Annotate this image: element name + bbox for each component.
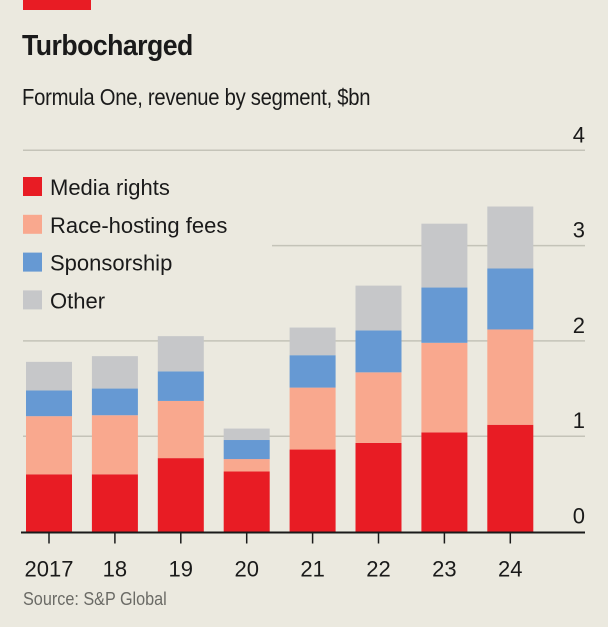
bars <box>26 206 534 532</box>
bar-segment <box>487 206 534 269</box>
x-tick-label: 23 <box>432 557 456 582</box>
bar-segment <box>157 400 204 459</box>
x-tick-label: 20 <box>234 557 258 582</box>
x-tick-label: 2017 <box>25 557 74 582</box>
legend-swatch <box>23 177 42 196</box>
bar-segment <box>157 336 204 372</box>
bar-stack <box>355 285 402 532</box>
bar-segment <box>223 428 270 441</box>
legend-item: Other <box>23 288 105 313</box>
legend-label: Sponsorship <box>50 251 172 276</box>
bar-segment <box>289 355 336 388</box>
x-tick-label: 24 <box>498 557 522 582</box>
bar-segment <box>289 327 336 356</box>
legend-label: Other <box>50 288 105 313</box>
legend: Media rights Race-hosting fees Sponsorship… <box>23 175 227 313</box>
accent-bar <box>23 0 91 10</box>
bar-segment <box>355 330 402 373</box>
y-tick-label: 1 <box>573 408 585 433</box>
bar-segment <box>157 371 204 401</box>
legend-item: Sponsorship <box>23 251 172 276</box>
bar-segment <box>223 471 270 532</box>
y-tick-label: 0 <box>573 504 585 529</box>
bar-stack <box>421 223 468 532</box>
bar-segment <box>421 223 468 288</box>
legend-item: Race-hosting fees <box>23 213 227 238</box>
bar-segment <box>26 390 72 417</box>
chart-subtitle: Formula One, revenue by segment, $bn <box>22 84 371 110</box>
bar-segment <box>487 329 534 425</box>
x-tick-label: 22 <box>366 557 390 582</box>
bar-segment <box>223 459 270 472</box>
legend-swatch <box>23 252 42 272</box>
y-tick-label: 3 <box>573 218 585 243</box>
legend-item: Media rights <box>23 175 170 200</box>
bar-segment <box>355 442 402 532</box>
bar-segment <box>487 268 534 330</box>
y-tick-labels: 0 1 2 3 4 <box>573 122 585 528</box>
bar-segment <box>26 416 72 475</box>
bar-segment <box>421 287 468 343</box>
legend-swatch <box>23 290 42 310</box>
x-tick-label: 21 <box>300 557 324 582</box>
chart-title: Turbocharged <box>22 30 193 62</box>
legend-swatch <box>23 214 42 234</box>
bar-segment <box>421 432 468 532</box>
bar-segment <box>91 474 138 532</box>
bar-segment <box>421 342 468 433</box>
bar-segment <box>26 361 72 391</box>
bar-stack <box>157 336 204 532</box>
bar-segment <box>91 415 138 475</box>
bar-segment <box>157 458 204 532</box>
bar-segment <box>223 440 270 460</box>
x-tick-label: 18 <box>103 557 127 582</box>
bar-segment <box>487 424 534 532</box>
bar-segment <box>289 387 336 450</box>
y-tick-label: 2 <box>573 313 585 338</box>
bar-segment <box>355 372 402 443</box>
legend-label: Race-hosting fees <box>50 213 227 238</box>
source-note: Source: S&P Global <box>23 589 167 609</box>
bar-stack <box>223 428 270 532</box>
bar-segment <box>91 356 138 389</box>
bar-stack <box>26 361 72 532</box>
legend-label: Media rights <box>50 175 170 200</box>
bar-segment <box>289 449 336 532</box>
y-tick-label: 4 <box>573 122 585 147</box>
x-ticks: 2017 18 19 20 21 22 23 24 <box>25 532 523 582</box>
bar-segment <box>91 388 138 416</box>
bar-segment <box>355 285 402 331</box>
bar-stack <box>487 206 534 532</box>
x-tick-label: 19 <box>169 557 193 582</box>
bar-stack <box>91 356 138 532</box>
bar-stack <box>289 327 336 532</box>
bar-segment <box>26 474 72 532</box>
